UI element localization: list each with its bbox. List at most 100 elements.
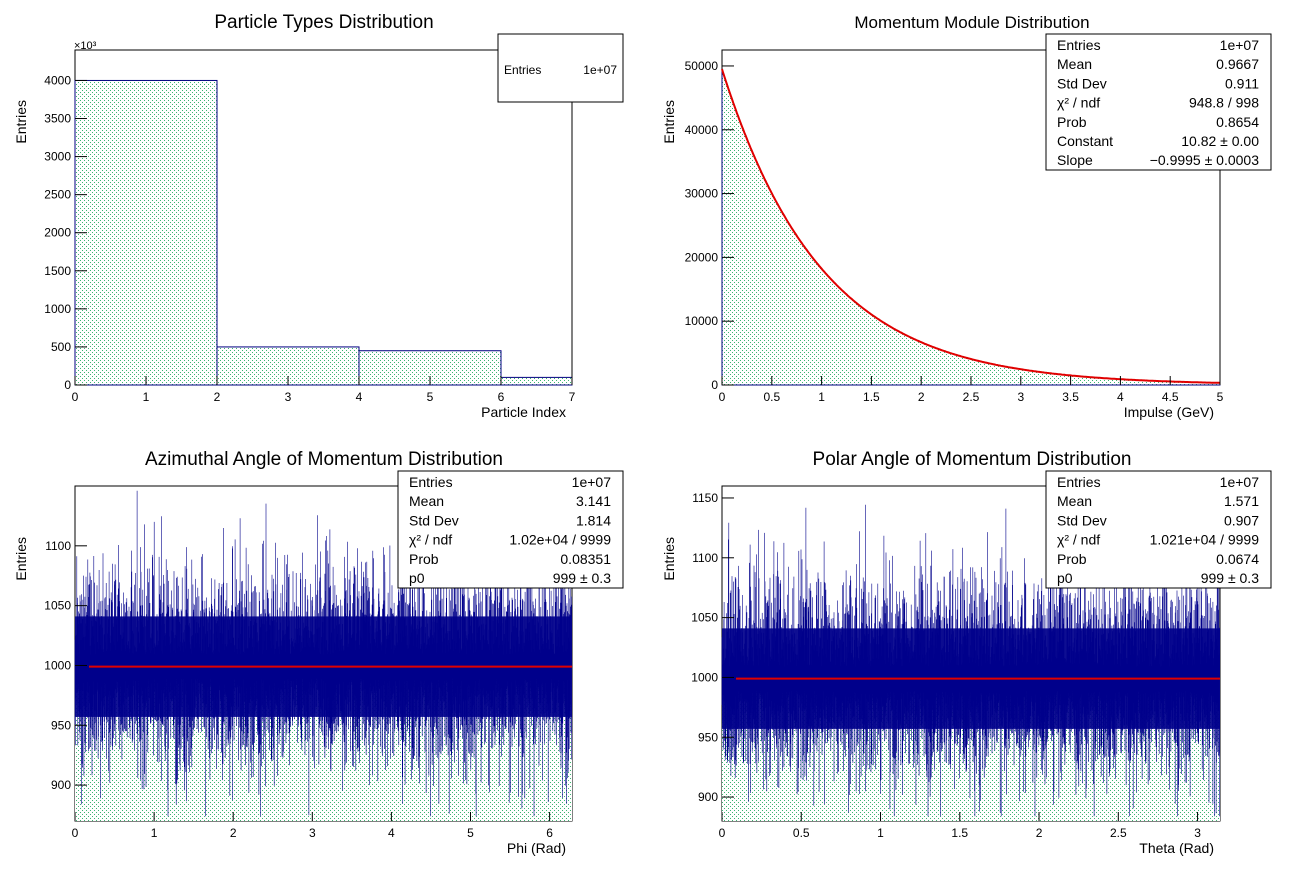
stats-label: Mean xyxy=(1057,493,1092,509)
x-tick-label: 7 xyxy=(569,390,576,404)
plot-area: 0 1 2 3 4 5 6 900 950 1000 1050 1100 Entries 1e+07 Mea… xyxy=(44,470,624,840)
y-tick-label: 3500 xyxy=(44,112,71,126)
stats-label: p0 xyxy=(1057,570,1073,586)
stats-label: Std Dev xyxy=(1057,75,1107,91)
histogram-bar xyxy=(500,376,573,386)
stats-box xyxy=(397,470,624,589)
chart-title: Azimuthal Angle of Momentum Distribution xyxy=(145,449,503,470)
stats-label: Prob xyxy=(409,551,439,567)
stats-label: χ² / ndf xyxy=(1057,95,1100,111)
y-tick-label: 1500 xyxy=(44,264,71,278)
plot-area: 0 0.5 1 1.5 2 2.5 3 900 950 1000 1050 1100 1150 Entri… xyxy=(691,470,1272,840)
x-tick-label: 0 xyxy=(719,826,726,840)
stats-value: 999 ± 0.3 xyxy=(1201,570,1259,586)
stats-label: Prob xyxy=(1057,551,1087,567)
y-tick-label: 0 xyxy=(64,378,71,392)
x-tick-label: 6 xyxy=(498,390,505,404)
x-tick-label: 1 xyxy=(877,826,884,840)
y-tick-label: 10000 xyxy=(685,314,719,328)
x-axis-label: Impulse (GeV) xyxy=(1124,404,1214,420)
x-tick-label: 3.5 xyxy=(1062,390,1079,404)
y-tick-label: 40000 xyxy=(685,123,719,137)
y-tick-label: 1000 xyxy=(44,658,71,672)
y-tick-label: 1050 xyxy=(44,599,71,613)
stats-value: 0.0674 xyxy=(1216,551,1259,567)
x-tick-label: 5 xyxy=(427,390,434,404)
y-tick-label: 1050 xyxy=(691,611,718,625)
y-tick-label: 1100 xyxy=(45,539,71,553)
fit-curve xyxy=(721,68,1221,384)
x-tick-label: 0.5 xyxy=(763,390,780,404)
x-tick-label: 2.5 xyxy=(963,390,980,404)
x-tick-label: 0 xyxy=(719,390,726,404)
stats-label: χ² / ndf xyxy=(1057,532,1100,548)
stats-value: 1.02e+04 / 9999 xyxy=(509,532,611,548)
y-tick-label: 950 xyxy=(51,718,71,732)
x-tick-label: 4 xyxy=(356,390,363,404)
y-tick-label: 2500 xyxy=(44,188,71,202)
y-tick-label: 4000 xyxy=(44,73,71,87)
x-tick-label: 3 xyxy=(1017,390,1024,404)
stats-label: χ² / ndf xyxy=(409,532,452,548)
x-tick-label: 1.5 xyxy=(951,826,968,840)
stats-box xyxy=(1045,470,1272,589)
stats-label: Std Dev xyxy=(1057,512,1107,528)
x-tick-label: 4 xyxy=(1117,390,1124,404)
x-tick-label: 2 xyxy=(918,390,925,404)
y-tick-label: 900 xyxy=(51,778,71,792)
x-tick-label: 5 xyxy=(467,826,474,840)
panel-particle-types: Particle Types Distribution Entries Part… xyxy=(13,12,624,420)
y-axis-label: Entries xyxy=(661,100,677,144)
stats-value: 1.814 xyxy=(576,512,611,528)
stats-value: 1e+07 xyxy=(572,474,612,490)
y-tick-label: 500 xyxy=(51,340,71,354)
stats-value: 1e+07 xyxy=(1220,474,1260,490)
y-tick-label: 900 xyxy=(698,790,718,804)
x-tick-label: 6 xyxy=(546,826,553,840)
x-tick-label: 0.5 xyxy=(793,826,810,840)
panel-azimuthal-angle: Azimuthal Angle of Momentum Distribution… xyxy=(13,449,624,856)
x-tick-label: 2 xyxy=(1036,826,1043,840)
y-axis-exponent: ×10³ xyxy=(74,40,97,52)
stats-value: 1e+07 xyxy=(583,63,617,77)
stats-value: 1e+07 xyxy=(1220,37,1260,53)
y-tick-label: 30000 xyxy=(685,187,719,201)
x-axis-label: Phi (Rad) xyxy=(507,840,566,856)
y-tick-label: 1100 xyxy=(692,551,718,565)
panel-momentum-module: Momentum Module Distribution Entries Imp… xyxy=(661,13,1272,420)
stats-label: Entries xyxy=(1057,37,1101,53)
y-axis-label: Entries xyxy=(13,537,29,581)
stats-value: 10.82 ± 0.00 xyxy=(1181,133,1259,149)
x-tick-label: 0 xyxy=(72,390,79,404)
y-tick-label: 1150 xyxy=(692,491,718,505)
x-tick-label: 5 xyxy=(1217,390,1224,404)
stats-value: 999 ± 0.3 xyxy=(553,570,611,586)
stats-label: Std Dev xyxy=(409,512,459,528)
panel-polar-angle: Polar Angle of Momentum Distribution Ent… xyxy=(661,449,1272,856)
stats-value: 3.141 xyxy=(576,493,611,509)
x-tick-label: 2 xyxy=(214,390,221,404)
y-axis-label: Entries xyxy=(661,537,677,581)
stats-value: 1.571 xyxy=(1224,493,1259,509)
stats-box xyxy=(497,33,624,103)
x-tick-label: 2.5 xyxy=(1110,826,1127,840)
stats-box xyxy=(1045,33,1272,171)
histogram-bar xyxy=(74,79,218,386)
x-tick-label: 4 xyxy=(388,826,395,840)
y-tick-label: 20000 xyxy=(685,250,719,264)
stats-value: 0.9667 xyxy=(1216,56,1259,72)
x-tick-label: 1.5 xyxy=(863,390,880,404)
stats-value: −0.9995 ± 0.0003 xyxy=(1150,152,1259,168)
stats-label: Slope xyxy=(1057,152,1093,168)
stats-label: Entries xyxy=(1057,474,1101,490)
x-tick-label: 2 xyxy=(230,826,237,840)
x-tick-label: 1 xyxy=(151,826,158,840)
stats-value: 0.08351 xyxy=(560,551,611,567)
stats-value: 0.8654 xyxy=(1216,114,1259,130)
x-axis-label: Particle Index xyxy=(481,404,566,420)
x-tick-label: 3 xyxy=(1194,826,1201,840)
y-tick-label: 0 xyxy=(711,378,718,392)
x-tick-label: 1 xyxy=(143,390,150,404)
y-tick-label: 3000 xyxy=(44,150,71,164)
